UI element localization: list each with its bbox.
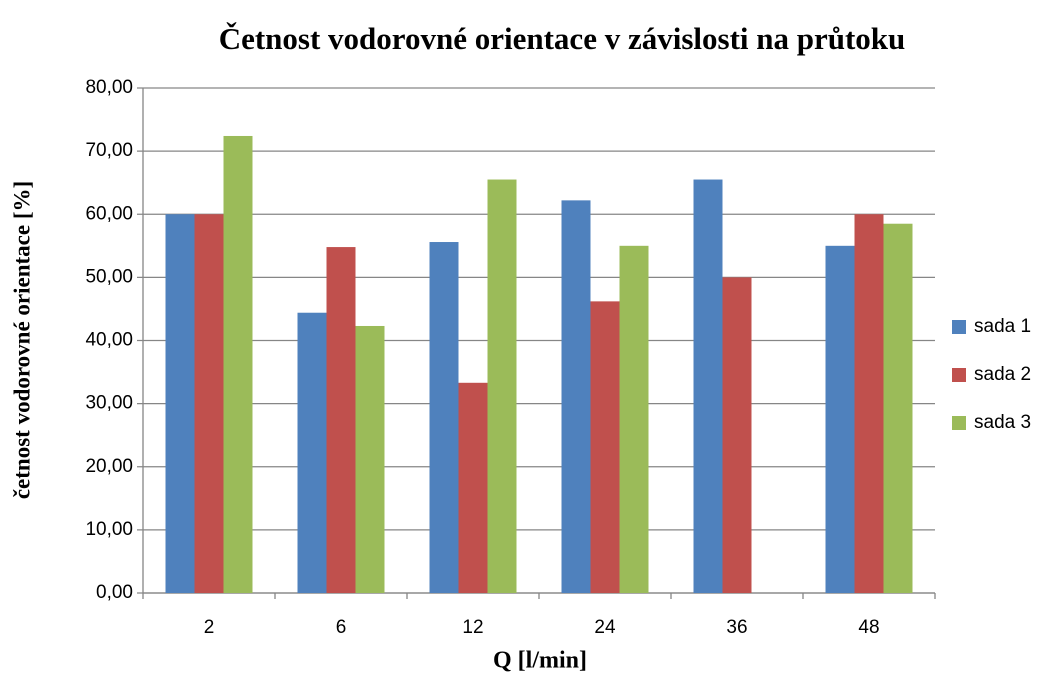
y-tick-label: 40,00: [85, 330, 133, 351]
bar: [487, 179, 517, 593]
x-tick-label: 48: [858, 617, 879, 638]
x-tick-label: 6: [336, 617, 347, 638]
bar: [693, 179, 723, 593]
bar: [883, 223, 913, 593]
bar: [194, 214, 224, 593]
y-tick-label: 60,00: [85, 203, 133, 224]
chart-title: Četnost vodorovné orientace v závislosti…: [219, 21, 906, 56]
bar: [355, 325, 385, 593]
y-tick-label: 20,00: [85, 456, 133, 477]
bar: [326, 247, 356, 593]
legend-label: sada 2: [974, 364, 1031, 385]
y-tick-label: 70,00: [85, 140, 133, 161]
bar: [825, 245, 855, 593]
bar: [165, 214, 195, 593]
y-axis-label: četnost vodorovné orientace [%]: [9, 181, 34, 499]
y-tick-label: 30,00: [85, 393, 133, 414]
x-tick-label: 2: [204, 617, 215, 638]
bar: [297, 312, 327, 593]
bar: [223, 135, 253, 593]
bar: [429, 242, 459, 593]
bar: [722, 277, 752, 593]
x-tick-label: 12: [462, 617, 483, 638]
bar: [458, 382, 488, 593]
y-tick-label: 80,00: [85, 77, 133, 98]
x-tick-label: 36: [726, 617, 747, 638]
bar: [590, 301, 620, 593]
x-tick-label: 24: [594, 617, 616, 638]
bar: [619, 245, 649, 593]
bar: [854, 214, 884, 593]
y-tick-label: 50,00: [85, 266, 133, 287]
bar: [561, 200, 591, 594]
legend-swatch: [952, 416, 966, 430]
legend-label: sada 3: [974, 412, 1031, 433]
y-tick-label: 10,00: [85, 519, 133, 540]
legend-swatch: [952, 320, 966, 334]
legend-label: sada 1: [974, 316, 1031, 337]
legend-swatch: [952, 368, 966, 382]
x-axis-label: Q [l/min]: [493, 648, 587, 674]
y-tick-label: 0,00: [96, 582, 133, 603]
